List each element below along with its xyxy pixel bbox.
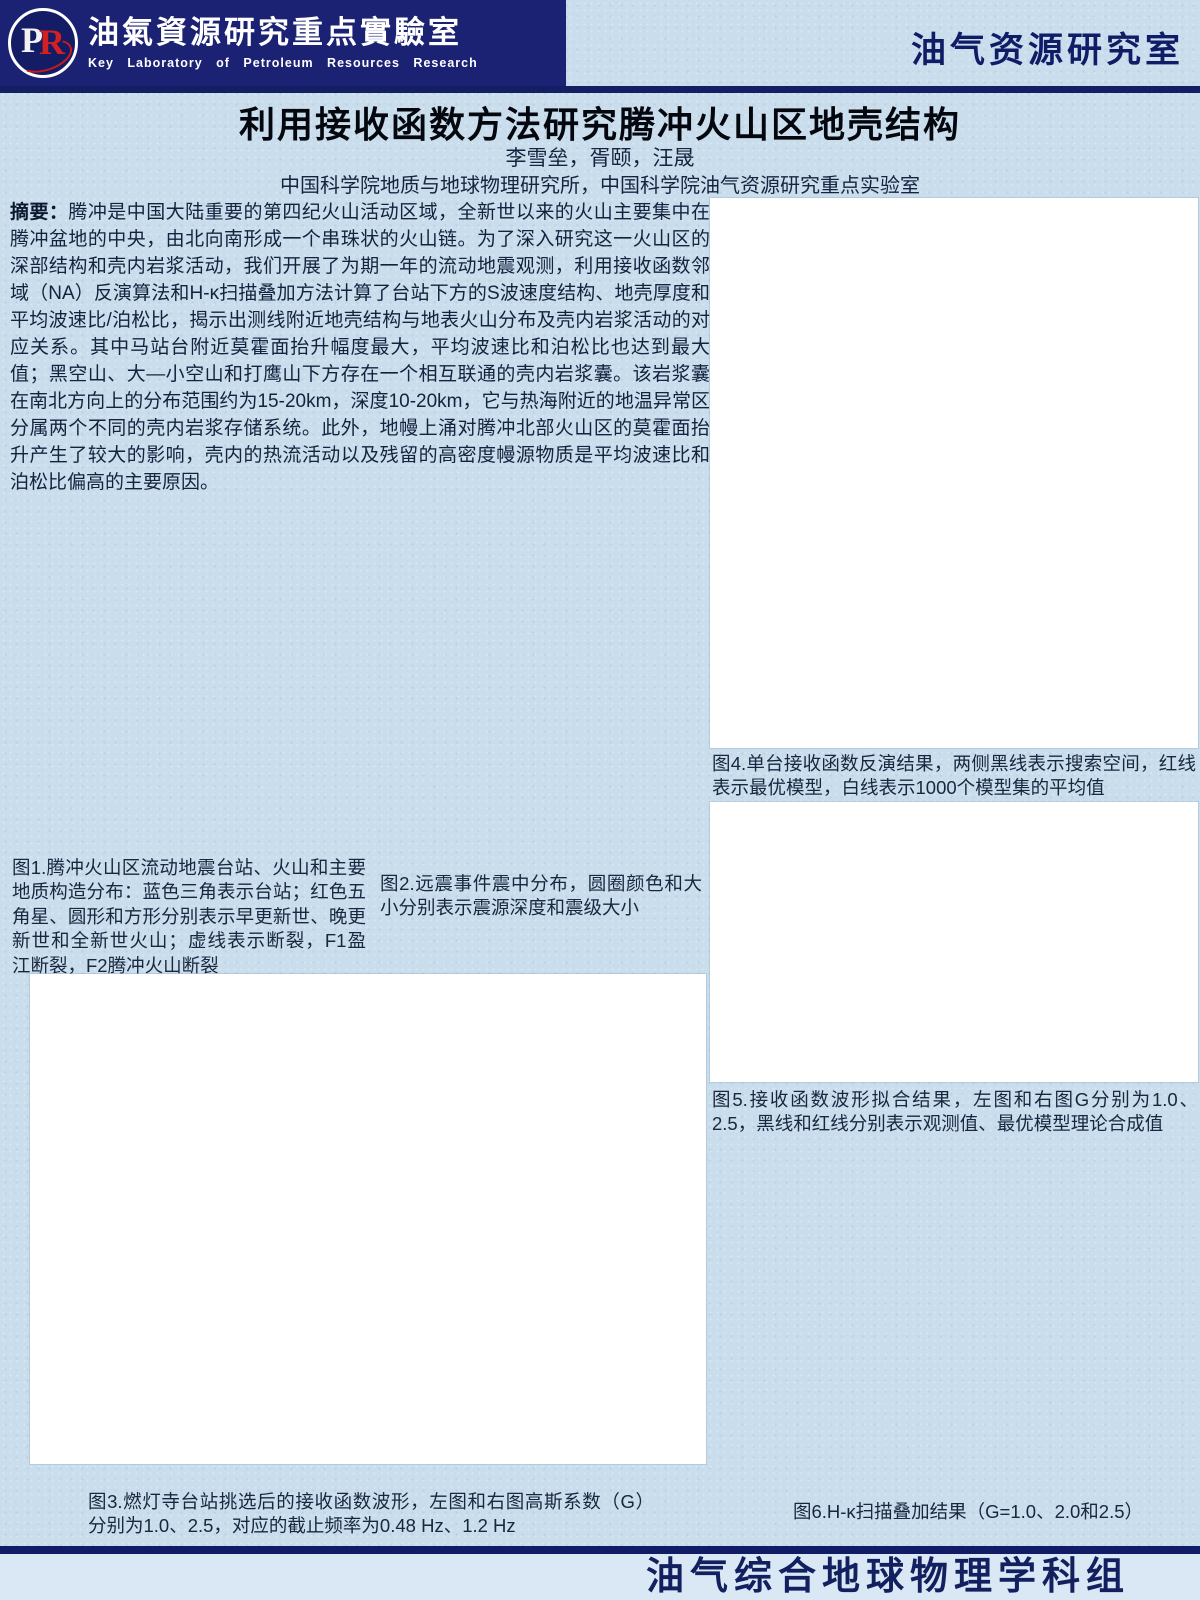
lab-logo: P R <box>8 8 78 78</box>
fig3-record-section-g1 <box>34 976 366 1452</box>
fig5-caption: 图5.接收函数波形拟合结果，左图和右图G分别为1.0、2.5，黑线和红线分别表示… <box>712 1089 1198 1135</box>
fig4-caption: 图4.单台接收函数反演结果，两侧黑线表示搜索空间，红线表示最优模型，白线表示10… <box>712 753 1196 799</box>
header-banner: P R 油氣資源研究重点實驗室 Key Laboratory of Petrol… <box>0 0 566 86</box>
fig3-record-section-g25 <box>370 976 702 1452</box>
lab-name-zh: 油氣資源研究重点實驗室 <box>88 14 462 51</box>
fig2-event-map <box>368 450 706 862</box>
lab-name-en: Key Laboratory of Petroleum Resources Re… <box>88 56 478 71</box>
fig5-background <box>710 802 1198 1082</box>
abstract-text: 腾冲是中国大陆重要的第四纪火山活动区域，全新世以来的火山主要集中在腾冲盆地的中央… <box>10 202 710 493</box>
fig1-caption: 图1.腾冲火山区流动地震台站、火山和主要地质构造分布：蓝色三角表示台站；红色五角… <box>12 857 366 976</box>
fig6-depth-panel <box>972 1144 1198 1334</box>
logo-letter-r: R <box>39 22 65 62</box>
fig3-caption: 图3.燃灯寺台站挑选后的接收函数波形，左图和右图高斯系数（G）分别为1.0、2.… <box>88 1491 654 1537</box>
header-divider <box>0 86 1200 93</box>
footer-divider <box>0 1546 1200 1554</box>
fig6-hk-heatmap <box>734 1144 964 1334</box>
header-titles: 油氣資源研究重点實驗室 Key Laboratory of Petroleum … <box>88 16 478 70</box>
authors: 李雪垒，胥颐，汪晟 <box>505 147 695 170</box>
department-title: 油气资源研究室 <box>910 31 1184 70</box>
poster-title: 利用接收函数方法研究腾冲火山区地壳结构 <box>238 104 961 145</box>
fig6-caption: 图6.H-κ扫描叠加结果（G=1.0、2.0和2.5） <box>792 1501 1144 1522</box>
fig4-background <box>710 198 1198 748</box>
fig3-background <box>30 974 706 1464</box>
fig1-station-map <box>20 448 370 859</box>
affiliation: 中国科学院地质与地球物理研究所，中国科学院油气资源研究重点实验室 <box>280 175 920 197</box>
fig2-caption: 图2.远震事件震中分布，圆圈颜色和大小分别表示震源深度和震级大小 <box>380 873 702 919</box>
footer-group-name: 油气综合地球物理学科组 <box>0 1554 1200 1600</box>
fig5-fit-panel-g25 <box>954 806 1194 1078</box>
abstract-label: 摘要： <box>10 202 69 223</box>
abstract: 摘要：腾冲是中国大陆重要的第四纪火山活动区域，全新世以来的火山主要集中在腾冲盆地… <box>10 199 710 496</box>
fig5-fit-panel-g1 <box>712 806 952 1078</box>
